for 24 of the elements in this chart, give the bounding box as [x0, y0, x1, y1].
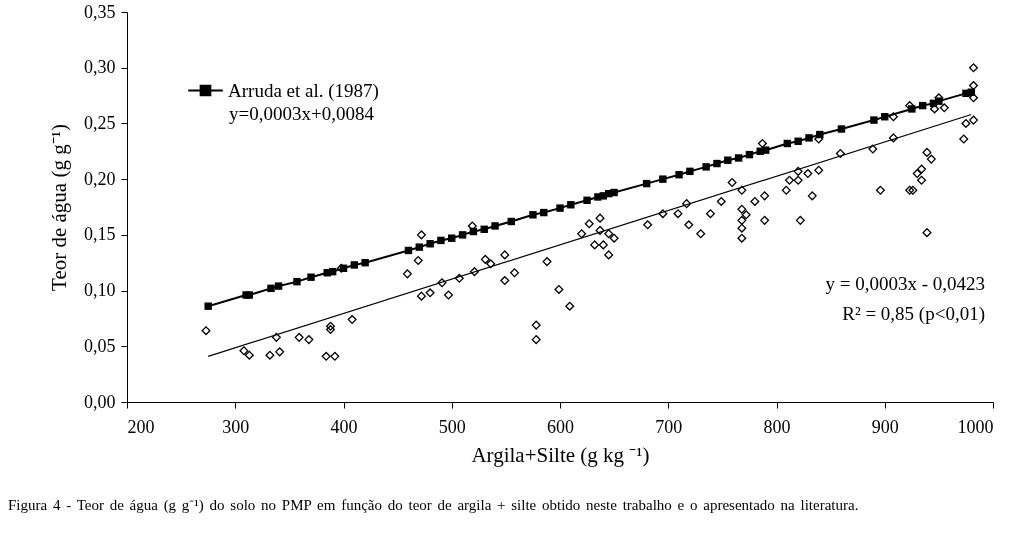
x-axis-title: Argila+Silte (g kg ⁻¹) [471, 442, 650, 467]
x-tick-label: 900 [871, 416, 899, 437]
y-tick-label: 0,15 [84, 224, 116, 245]
annotation: y = 0,0003x - 0,0423 [825, 273, 985, 294]
x-tick-label: 200 [127, 416, 155, 437]
y-axis-title: Teor de água (g g⁻¹) [47, 124, 71, 291]
annotation: R² = 0,85 (p<0,01) [842, 303, 985, 325]
x-tick-label: 700 [655, 416, 683, 437]
x-tick-label: 800 [763, 416, 791, 437]
y-tick-label: 0,25 [84, 112, 116, 133]
y-tick-label: 0,20 [84, 168, 116, 189]
x-tick-label: 300 [222, 416, 250, 437]
x-tick-label: 400 [330, 416, 358, 437]
y-tick-label: 0,35 [84, 1, 116, 22]
y-tick-label: 0,10 [84, 280, 116, 301]
y-tick-label: 0,30 [84, 57, 116, 78]
x-tick-label: 1000 [957, 416, 994, 437]
y-tick-label: 0,05 [84, 335, 116, 356]
x-tick-label: 500 [438, 416, 466, 437]
x-tick-label: 600 [547, 416, 574, 437]
y-tick-label: 0,00 [84, 391, 116, 412]
legend-label: Arruda et al. (1987) [228, 79, 379, 102]
text: Figura 4 - Teor de água (g g⁻¹) do solo no PMP em função do teor de argila + silte obtido neste trabalho e o apresentado na literatura. [8, 496, 860, 514]
annotation: y=0,0003x+0,0084 [229, 103, 375, 124]
